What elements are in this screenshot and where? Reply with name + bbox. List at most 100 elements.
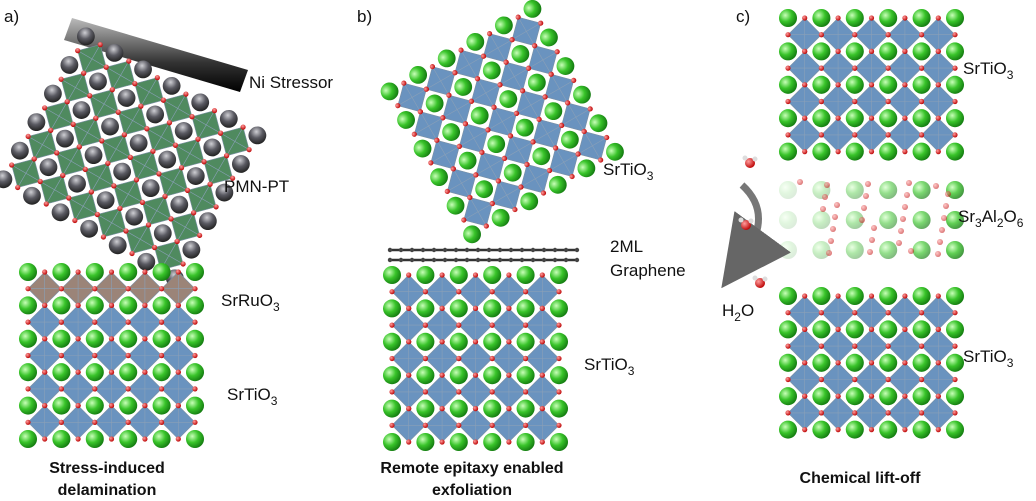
dissolving-oxygen xyxy=(828,238,834,244)
dissolving-atom xyxy=(846,241,864,259)
oxygen-atom xyxy=(852,377,857,382)
oxygen-atom xyxy=(902,427,907,432)
oxygen-atom xyxy=(836,49,841,54)
a-site-atom xyxy=(529,144,553,168)
oxygen-atom xyxy=(59,420,64,425)
a-site-atom xyxy=(200,135,224,159)
dissolving-oxygen xyxy=(902,204,908,210)
dissolving-oxygen xyxy=(906,180,912,186)
oxygen-atom xyxy=(902,360,907,365)
carbon-atom xyxy=(443,258,447,262)
water-hydrogen xyxy=(753,276,758,281)
dissolving-atom xyxy=(879,241,897,259)
carbon-atom xyxy=(465,258,469,262)
oxygen-atom xyxy=(490,423,495,428)
oxygen-atom xyxy=(406,439,411,444)
a-site-atom xyxy=(946,109,964,127)
carbon-atom xyxy=(421,248,425,252)
dissolving-atom xyxy=(779,181,797,199)
dissolving-oxygen xyxy=(826,250,832,256)
a-site-atom xyxy=(779,421,797,439)
oxygen-atom xyxy=(176,370,181,375)
a-site-atom xyxy=(119,397,137,415)
a-site-atom xyxy=(812,109,830,127)
label: PMN-PT xyxy=(224,177,289,196)
dissolving-oxygen xyxy=(933,183,939,189)
label: H2O xyxy=(722,301,754,324)
carbon-atom xyxy=(542,258,546,262)
water-hydrogen xyxy=(739,218,744,223)
a-site-atom xyxy=(98,114,122,138)
label: SrTiO3 xyxy=(603,160,654,183)
oxygen-atom xyxy=(836,394,841,399)
a-site-atom xyxy=(946,143,964,161)
carbon-atom xyxy=(388,248,392,252)
oxygen-atom xyxy=(802,149,807,154)
a-site-atom xyxy=(377,79,401,103)
a-site-atom xyxy=(179,238,203,262)
a-site-atom xyxy=(186,430,204,448)
a-site-atom xyxy=(586,111,610,135)
a-site-atom xyxy=(517,366,535,384)
oxygen-atom xyxy=(126,353,131,358)
dissolving-oxygen xyxy=(871,225,877,231)
oxygen-atom xyxy=(819,32,824,37)
a-site-atom xyxy=(879,143,897,161)
oxygen-atom xyxy=(126,286,131,291)
a-site-atom xyxy=(20,184,44,208)
oxygen-atom xyxy=(76,303,81,308)
a-site-atom xyxy=(114,86,138,110)
oxygen-atom xyxy=(836,82,841,87)
oxygen-atom xyxy=(523,289,528,294)
oxygen-atom xyxy=(836,427,841,432)
label: SrTiO3 xyxy=(227,385,278,408)
oxygen-atom xyxy=(109,436,114,441)
oxygen-atom xyxy=(109,269,114,274)
a-site-atom xyxy=(153,363,171,381)
a-site-atom xyxy=(81,143,105,167)
a-site-atom xyxy=(913,320,931,338)
a-site-atom xyxy=(52,363,70,381)
a-site-atom xyxy=(86,430,104,448)
a-site-atom xyxy=(383,333,401,351)
oxygen-atom xyxy=(440,406,445,411)
oxygen-atom xyxy=(802,82,807,87)
a-site-atom xyxy=(122,205,146,229)
oxygen-atom xyxy=(25,353,30,358)
a-site-atom xyxy=(546,173,570,197)
water-hydrogen xyxy=(753,157,758,162)
a-site-atom xyxy=(879,354,897,372)
carbon-atom xyxy=(509,258,513,262)
a-site-atom xyxy=(483,366,501,384)
oxygen-atom xyxy=(473,406,478,411)
dissolving-atom xyxy=(879,211,897,229)
oxygen-atom xyxy=(952,132,957,137)
a-site-atom xyxy=(186,397,204,415)
oxygen-atom xyxy=(142,269,147,274)
a-site-atom xyxy=(913,76,931,94)
a-site-atom xyxy=(779,143,797,161)
oxygen-atom xyxy=(785,132,790,137)
oxygen-atom xyxy=(936,327,941,332)
oxygen-atom xyxy=(423,423,428,428)
oxygen-atom xyxy=(473,306,478,311)
oxygen-atom xyxy=(802,15,807,20)
a-site-atom xyxy=(812,320,830,338)
a-site-atom xyxy=(416,333,434,351)
oxygen-atom xyxy=(869,394,874,399)
carbon-atom xyxy=(564,248,568,252)
a-site-atom xyxy=(106,233,130,257)
a-site-atom xyxy=(86,296,104,314)
a-site-atom xyxy=(879,9,897,27)
a-site-atom xyxy=(229,152,253,176)
a-site-atom xyxy=(19,363,37,381)
a-site-atom xyxy=(508,42,532,66)
oxygen-atom xyxy=(76,403,81,408)
oxygen-atom xyxy=(389,423,394,428)
oxygen-atom xyxy=(440,272,445,277)
oxygen-atom xyxy=(159,353,164,358)
oxygen-atom xyxy=(919,344,924,349)
oxygen-atom xyxy=(25,286,30,291)
oxygen-atom xyxy=(902,49,907,54)
oxygen-atom xyxy=(76,436,81,441)
